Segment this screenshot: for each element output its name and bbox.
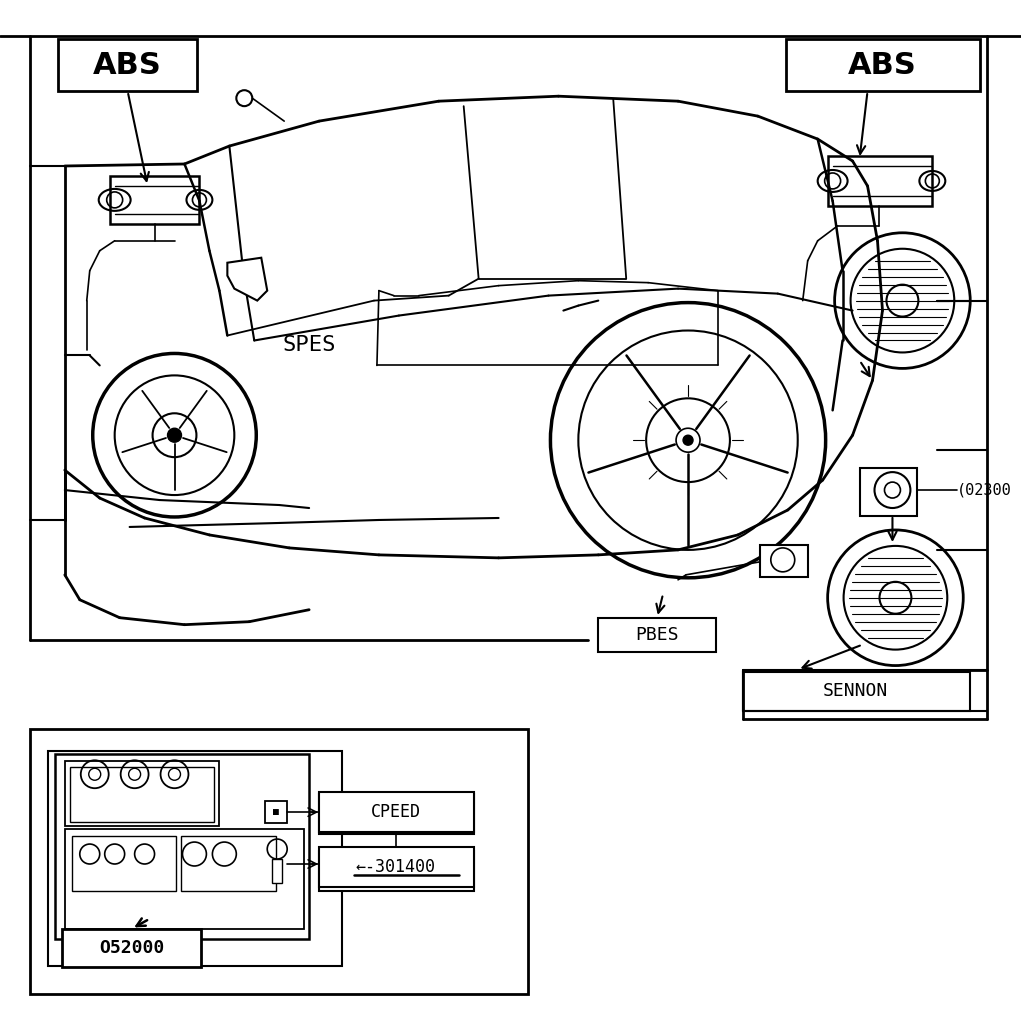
Text: SENNON: SENNON [823, 682, 888, 700]
Bar [598, 617, 716, 651]
Circle shape [683, 435, 693, 445]
Text: SPES: SPES [283, 336, 336, 355]
Bar [859, 468, 918, 516]
Bar [30, 729, 528, 993]
Text: ←-301400: ←-301400 [356, 858, 436, 876]
Bar [785, 39, 980, 91]
Bar [110, 176, 200, 224]
Text: ■: ■ [273, 807, 280, 817]
Bar [319, 847, 474, 887]
Bar [57, 39, 198, 91]
Text: CPEED: CPEED [371, 803, 421, 821]
Bar [72, 836, 176, 891]
Text: O52000: O52000 [99, 939, 164, 956]
Bar [760, 545, 808, 577]
Circle shape [168, 428, 181, 442]
Bar [827, 156, 932, 206]
Text: PBES: PBES [635, 626, 679, 644]
Bar [70, 767, 214, 822]
Bar [61, 929, 202, 967]
Text: ABS: ABS [848, 51, 916, 80]
Text: (02300: (02300 [957, 482, 1012, 498]
Bar [65, 829, 304, 929]
Bar [55, 755, 309, 939]
Bar [181, 836, 276, 891]
Bar [65, 761, 219, 826]
Bar [319, 795, 474, 835]
Bar [319, 851, 474, 891]
Polygon shape [227, 258, 267, 301]
Bar [742, 672, 970, 712]
Bar [272, 859, 283, 883]
Text: ABS: ABS [93, 51, 162, 80]
Bar [319, 793, 474, 833]
Bar [265, 801, 287, 823]
Bar [48, 752, 342, 966]
